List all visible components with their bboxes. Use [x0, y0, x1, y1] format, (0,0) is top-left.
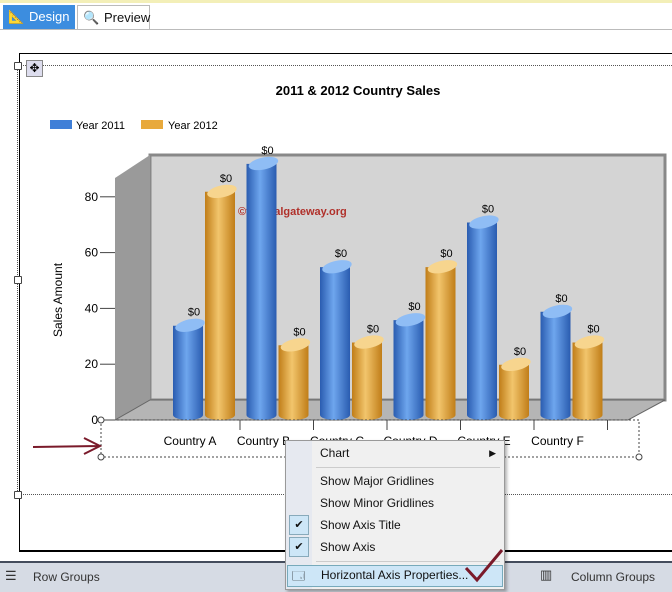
data-label: $0	[335, 248, 347, 260]
column-groups-icon: ▥	[540, 567, 553, 582]
design-ruler-icon: 📐	[8, 9, 25, 24]
data-label: $0	[220, 173, 232, 185]
y-tick-label: 40	[85, 301, 99, 315]
submenu-arrow-icon: ▶	[489, 448, 496, 458]
y-axis-title: Sales Amount	[51, 262, 65, 337]
menu-item-show-axis[interactable]: Show Axis	[320, 540, 376, 554]
y-tick-label: 20	[85, 357, 99, 371]
bar-year-2012[interactable]	[499, 364, 529, 420]
row-groups-label[interactable]: Row Groups	[33, 570, 100, 584]
data-label: $0	[261, 145, 273, 157]
resize-handle[interactable]	[97, 453, 105, 461]
checkmark-icon: ✔	[289, 537, 309, 557]
bar-year-2011[interactable]	[540, 311, 571, 420]
bar-top	[175, 318, 205, 332]
data-label: $0	[188, 307, 200, 319]
bar-top	[469, 215, 499, 229]
checkmark-icon: ✔	[289, 515, 309, 535]
view-tabs: 📐 Design 🔍 Preview	[0, 3, 672, 30]
resize-handle[interactable]	[14, 62, 22, 70]
move-handle-icon[interactable]: ✥	[26, 60, 43, 77]
bar-year-2011[interactable]	[467, 222, 497, 420]
bar-top	[395, 313, 426, 327]
x-tick-label: Country F	[531, 434, 584, 448]
tab-label: Design	[29, 9, 70, 24]
menu-item-label: Horizontal Axis Properties...	[321, 568, 469, 582]
bar-top	[322, 260, 352, 274]
resize-handle[interactable]	[14, 491, 22, 499]
y-tick-label: 0	[91, 413, 98, 427]
bar-year-2011[interactable]	[320, 267, 350, 420]
menu-item-label: Chart	[320, 446, 350, 460]
bar-year-2012[interactable]	[572, 342, 603, 420]
side-wall	[115, 155, 150, 420]
data-label: $0	[587, 323, 599, 335]
data-label: $0	[514, 346, 526, 358]
tab-design[interactable]: 📐 Design	[3, 5, 75, 29]
tab-label: Preview	[104, 10, 151, 25]
bar-top	[207, 184, 237, 199]
bar-top	[542, 304, 573, 319]
preview-icon: 🔍	[83, 10, 100, 25]
legend-swatch-2011	[50, 120, 72, 129]
menu-separator	[316, 561, 500, 562]
y-tick-label: 80	[85, 190, 99, 204]
context-menu: Chart ▶ Show Major Gridlines Show Minor G…	[285, 440, 505, 590]
bar-top	[280, 338, 311, 352]
resize-handle[interactable]	[97, 416, 105, 424]
menu-item-show-minor-gridlines[interactable]: Show Minor Gridlines	[320, 496, 435, 510]
menu-separator	[316, 467, 500, 468]
x-tick-label: Country A	[164, 434, 217, 448]
bar-year-2012[interactable]	[352, 342, 382, 420]
menu-item-horizontal-axis-properties[interactable]: 🗔 Horizontal Axis Properties...	[287, 565, 503, 587]
bar-top	[354, 335, 384, 349]
legend-label-2011: Year 2011	[76, 120, 125, 132]
chart-title: 2011 & 2012 Country Sales	[276, 83, 441, 98]
tab-preview[interactable]: 🔍 Preview	[77, 5, 150, 29]
resize-handle[interactable]	[635, 453, 643, 461]
selection-border	[19, 65, 672, 66]
data-label: $0	[293, 326, 305, 338]
menu-item-chart[interactable]: Chart ▶	[320, 443, 496, 463]
legend-label-2012: Year 2012	[168, 120, 218, 132]
bar-year-2011[interactable]	[173, 325, 203, 420]
legend-swatch-2012	[141, 120, 163, 129]
bar-top	[427, 260, 458, 274]
data-label: $0	[367, 323, 379, 335]
data-label: $0	[440, 248, 452, 260]
annotation-arrow-icon	[32, 437, 103, 455]
y-tick-label: 60	[85, 246, 99, 260]
properties-icon: 🗔	[292, 569, 306, 583]
bar-year-2012[interactable]	[205, 191, 235, 420]
bar-top	[501, 357, 531, 372]
bar-year-2012[interactable]	[425, 267, 456, 420]
menu-item-show-major-gridlines[interactable]: Show Major Gridlines	[320, 474, 435, 488]
bar-top	[574, 335, 605, 349]
bar-year-2012[interactable]	[278, 345, 309, 420]
bar-year-2011[interactable]	[246, 163, 277, 420]
resize-handle[interactable]	[14, 276, 22, 284]
column-groups-label[interactable]: Column Groups	[571, 570, 656, 584]
x-tick-label: Country B	[237, 434, 290, 448]
bar-top	[248, 156, 279, 171]
bar-year-2011[interactable]	[393, 320, 424, 420]
row-groups-icon: ☰	[5, 568, 17, 583]
top-accent	[0, 0, 672, 3]
data-label: $0	[555, 293, 567, 305]
data-label: $0	[482, 203, 494, 215]
data-label: $0	[408, 301, 420, 313]
menu-item-show-axis-title[interactable]: Show Axis Title	[320, 518, 401, 532]
